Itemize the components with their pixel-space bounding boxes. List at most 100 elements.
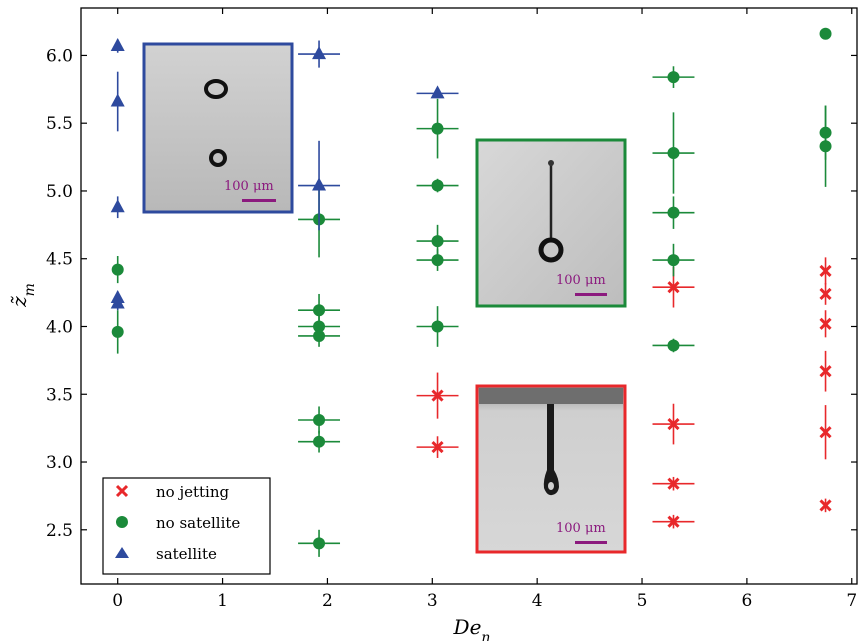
x-tick-label: 0 xyxy=(112,591,123,611)
x-tick-label: 2 xyxy=(322,591,333,611)
plot-frame xyxy=(80,7,858,585)
point-no-satellite xyxy=(298,529,341,557)
point-no-jetting xyxy=(819,350,832,392)
legend-label-no-jetting: no jetting xyxy=(156,483,230,501)
y-tick-label: 3.5 xyxy=(46,385,73,405)
legend: no jetting no satellite satellite xyxy=(102,477,271,575)
point-no-jetting xyxy=(652,514,695,529)
point-satellite xyxy=(110,71,125,132)
point-no-satellite xyxy=(111,310,124,354)
point-no-satellite xyxy=(652,243,695,277)
point-no-satellite xyxy=(652,112,695,194)
point-satellite xyxy=(110,37,125,53)
circle-marker xyxy=(819,27,832,40)
triangle-marker xyxy=(312,46,327,60)
no-jetting-nozzle xyxy=(479,388,623,404)
no-jetting-inset-scale-label: 100 μm xyxy=(556,521,606,536)
circle-marker xyxy=(313,414,326,427)
x-marker-stroke xyxy=(667,477,680,490)
satellite-drop-lower xyxy=(209,149,227,167)
point-no-satellite xyxy=(652,196,695,229)
point-satellite xyxy=(416,85,459,99)
circle-marker xyxy=(313,537,326,550)
no-jetting-drop-highlight xyxy=(548,482,554,490)
point-no-jetting xyxy=(416,436,459,458)
y-tick-label: 3.0 xyxy=(46,453,73,473)
point-no-jetting xyxy=(416,372,459,419)
y-tick-label: 5.0 xyxy=(46,182,73,202)
satellite-inset: 100 μm xyxy=(142,42,294,214)
point-satellite xyxy=(110,295,125,311)
triangle-marker xyxy=(430,85,445,99)
satellite-drop-upper xyxy=(204,79,228,99)
point-satellite xyxy=(110,196,125,219)
triangle-marker xyxy=(312,177,327,191)
satellite-inset-scale-label: 100 μm xyxy=(224,179,274,194)
x-marker-stroke xyxy=(431,441,444,454)
y-tick-label: 4.5 xyxy=(46,250,73,270)
circle-marker xyxy=(313,304,326,317)
x-marker-stroke xyxy=(819,499,832,512)
legend-label-no-satellite: no satellite xyxy=(156,514,240,532)
point-no-satellite xyxy=(819,105,832,187)
x-marker-stroke xyxy=(667,418,680,431)
no-satellite-inset-scale-bar xyxy=(575,293,607,296)
no-jetting-inset-scale-bar xyxy=(575,541,607,544)
circle-marker xyxy=(667,254,680,267)
data-points xyxy=(110,27,832,557)
y-tick-label: 4.0 xyxy=(46,317,73,337)
point-no-jetting xyxy=(652,403,695,445)
legend-box xyxy=(102,477,271,575)
x-marker-stroke xyxy=(819,317,832,330)
circle-marker xyxy=(431,122,444,135)
x-tick-label: 7 xyxy=(846,591,857,611)
circle-marker xyxy=(431,179,444,192)
legend-marker-satellite xyxy=(115,547,129,558)
point-no-satellite xyxy=(298,430,341,453)
circle-marker xyxy=(111,325,124,338)
circle-marker xyxy=(431,235,444,248)
circle-marker xyxy=(667,71,680,84)
circle-marker xyxy=(111,263,124,276)
point-no-jetting xyxy=(819,283,832,305)
y-tick-label: 5.5 xyxy=(46,114,73,134)
x-marker-stroke xyxy=(819,365,832,378)
y-tick-label: 2.5 xyxy=(46,521,73,541)
x-tick-label: 3 xyxy=(427,591,438,611)
legend-label-satellite: satellite xyxy=(156,545,217,563)
circle-marker xyxy=(819,140,832,153)
no-satellite-drop xyxy=(538,237,564,263)
point-satellite xyxy=(298,40,341,68)
point-no-satellite xyxy=(298,325,341,347)
point-no-satellite xyxy=(416,178,459,193)
point-no-jetting xyxy=(652,476,695,491)
circle-marker xyxy=(431,320,444,333)
triangle-marker xyxy=(110,199,125,213)
y-tick-label: 6.0 xyxy=(46,46,73,66)
x-marker-stroke xyxy=(819,426,832,439)
point-no-jetting xyxy=(819,498,832,513)
point-no-satellite xyxy=(416,98,459,159)
triangle-marker xyxy=(110,295,125,309)
point-satellite xyxy=(298,140,341,231)
point-no-satellite xyxy=(111,256,124,284)
point-no-jetting xyxy=(819,405,832,460)
x-marker-stroke xyxy=(431,389,444,402)
circle-marker xyxy=(431,254,444,267)
triangle-marker xyxy=(110,37,125,51)
circle-marker xyxy=(313,435,326,448)
circle-marker xyxy=(667,206,680,219)
x-marker-stroke xyxy=(667,515,680,528)
legend-marker-no-satellite xyxy=(116,516,128,528)
circle-marker xyxy=(667,147,680,160)
x-tick-label: 4 xyxy=(532,591,543,611)
no-satellite-inset: 100 μm xyxy=(475,138,627,308)
no-jetting-ligament xyxy=(543,404,559,496)
circle-marker xyxy=(667,339,680,352)
satellite-inset-scale-bar xyxy=(242,199,276,202)
point-no-jetting xyxy=(819,257,832,285)
no-satellite-inset-scale-label: 100 μm xyxy=(556,273,606,288)
legend-marker-no-jetting xyxy=(115,484,129,498)
no-jetting-inset: 100 μm xyxy=(475,384,627,554)
